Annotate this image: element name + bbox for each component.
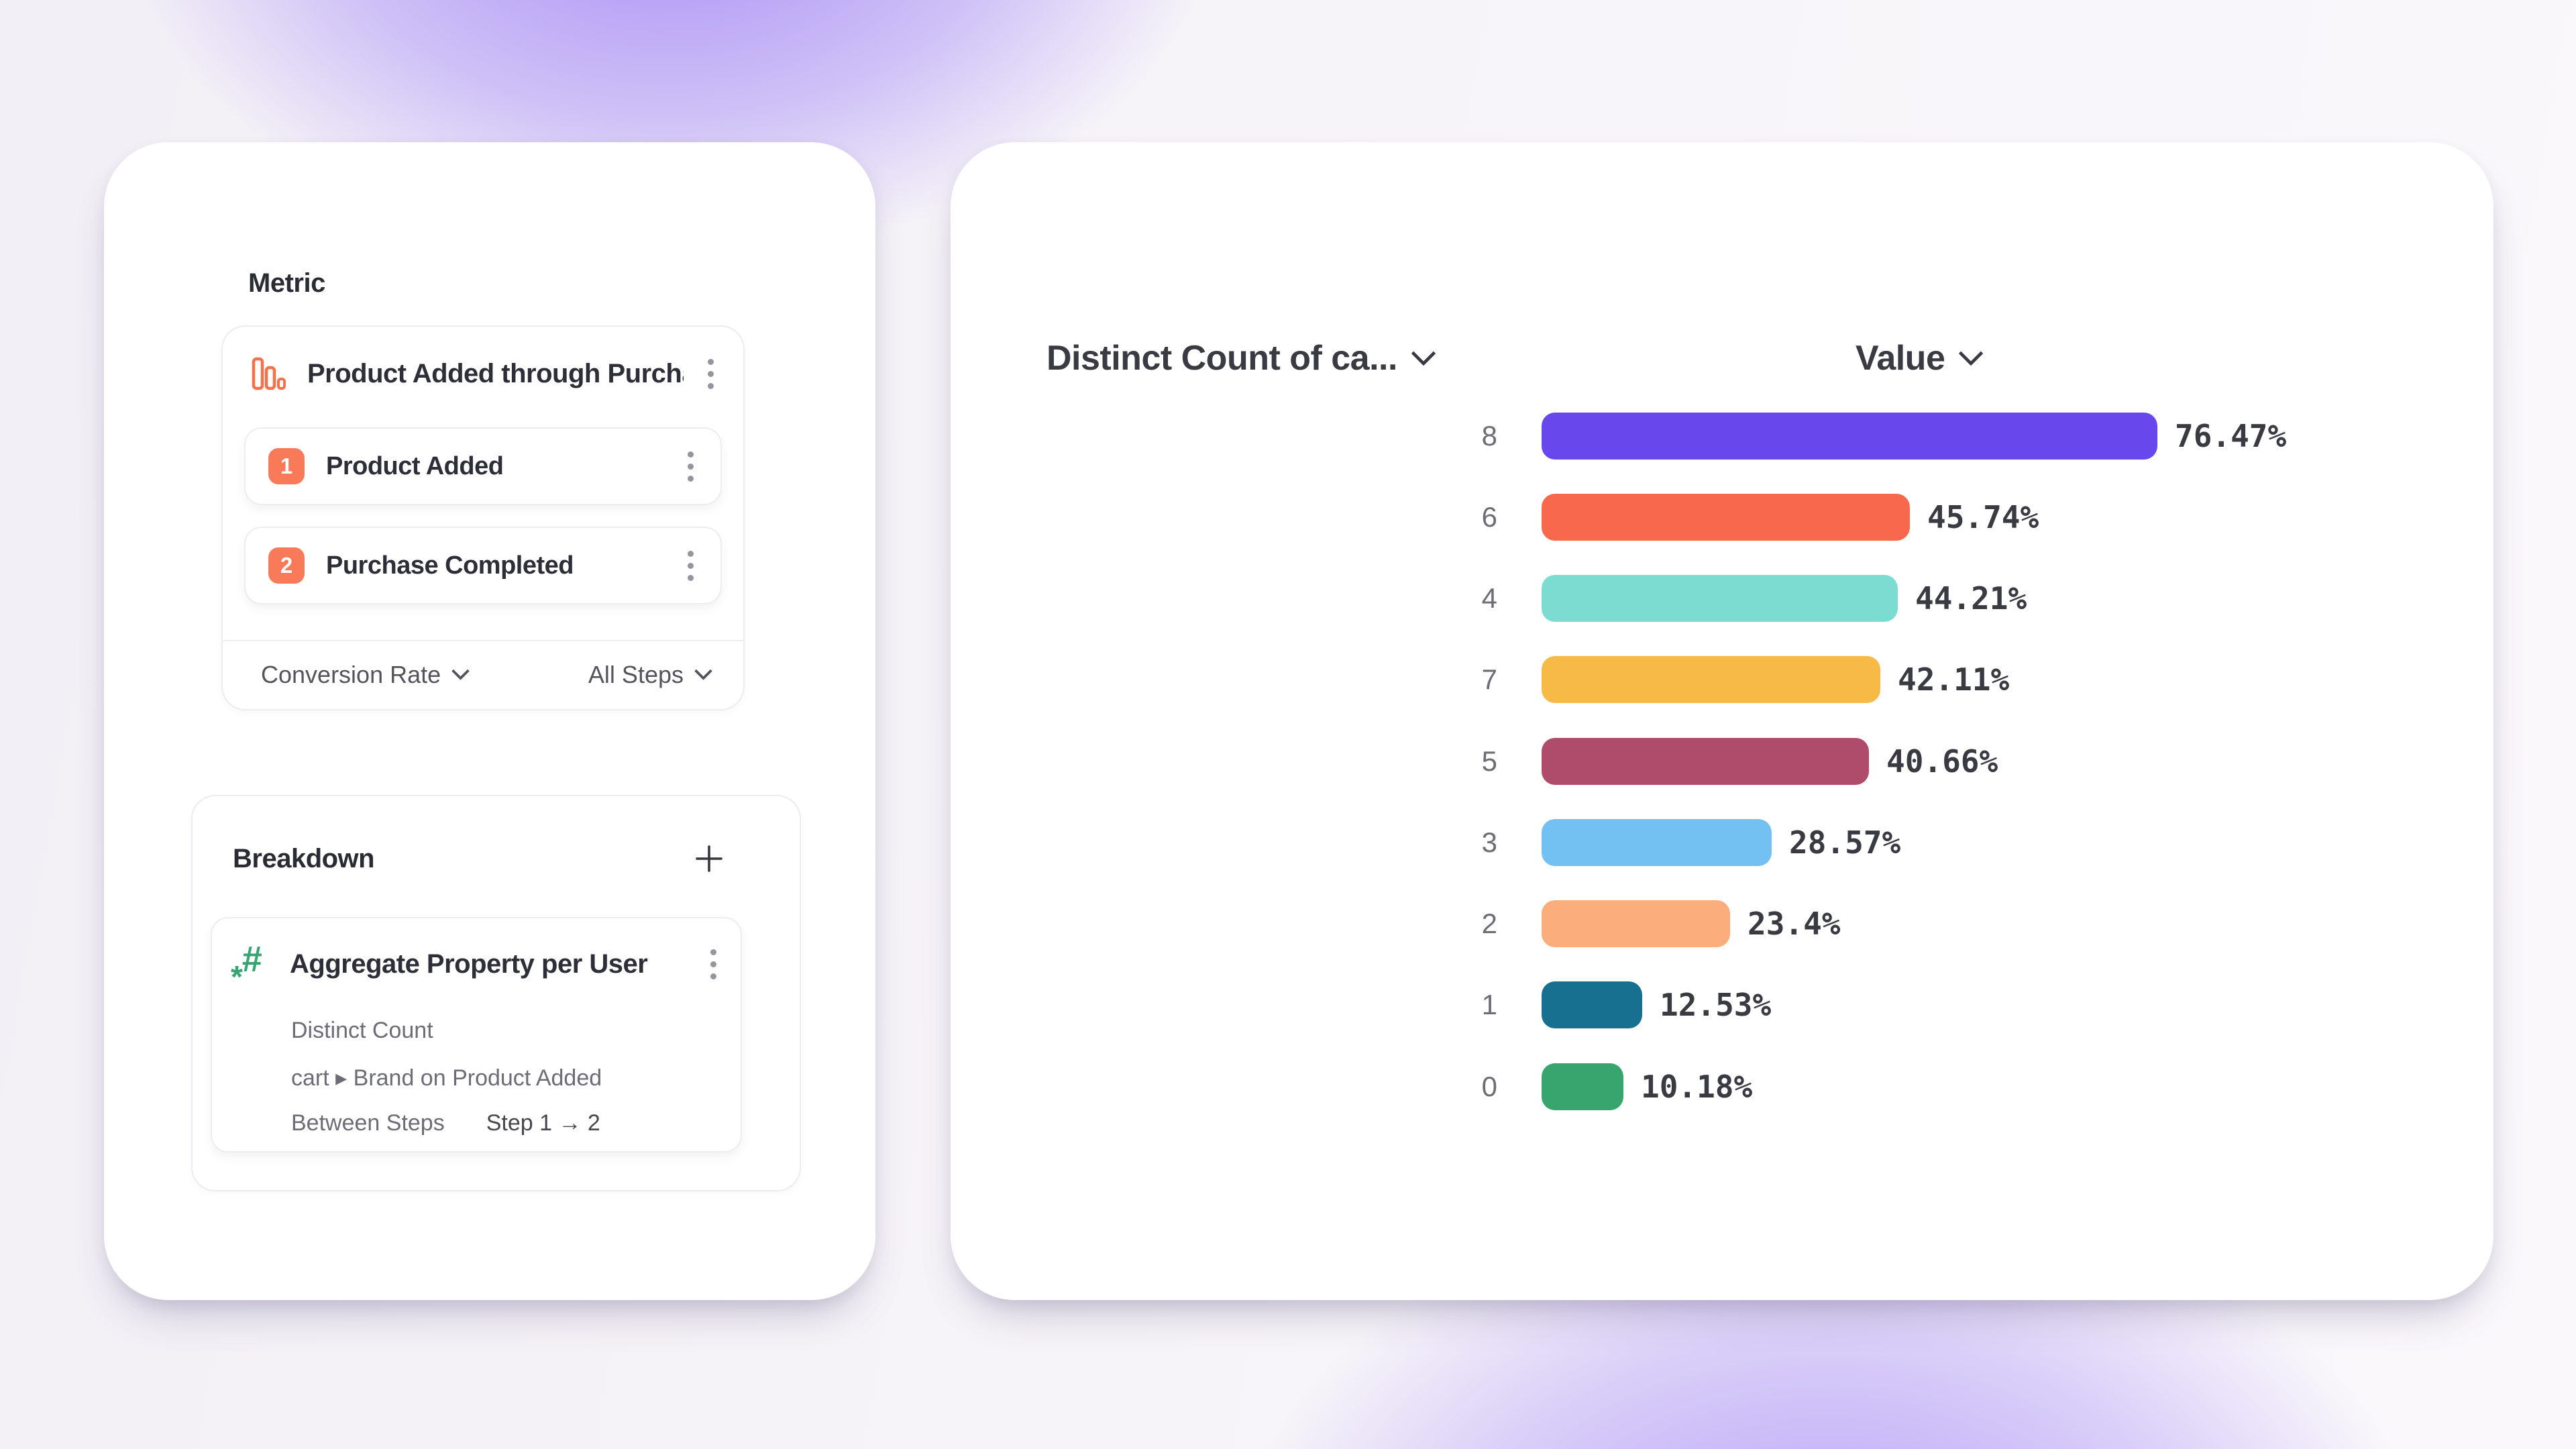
bar[interactable] — [1542, 900, 1730, 947]
metric-section-label: Metric — [248, 268, 325, 298]
breakdown-kebab-menu-icon[interactable] — [706, 945, 720, 983]
category-label: 3 — [1481, 826, 1497, 858]
funnel-step-row[interactable]: 2 Purchase Completed — [244, 527, 722, 604]
bar[interactable] — [1542, 656, 1880, 703]
step-number-badge: 2 — [268, 547, 305, 584]
funnel-bars-icon — [251, 356, 287, 392]
breakdown-header: Breakdown — [233, 843, 724, 874]
bar-value-label: 40.66% — [1886, 743, 1998, 780]
chart-row: 4 44.21% — [1420, 575, 2027, 622]
breakdown-item-title-row: # * Aggregate Property per User — [231, 938, 720, 994]
category-label: 8 — [1481, 420, 1497, 451]
bar[interactable] — [1542, 413, 2157, 460]
step-kebab-menu-icon[interactable] — [684, 447, 698, 486]
metric-footer: Conversion Rate All Steps — [261, 641, 712, 708]
number-property-hash-icon: # * — [231, 938, 262, 994]
step-label: Product Added — [326, 451, 504, 480]
between-steps-value: Step 1 → 2 — [486, 1110, 600, 1136]
metric-panel: Product Added through Purcha... 1 Produc… — [221, 325, 745, 710]
chart-row: 3 28.57% — [1420, 819, 1900, 866]
column-header-value-label: Value — [1856, 339, 1945, 378]
conversion-rate-dropdown[interactable]: Conversion Rate — [261, 660, 470, 689]
bar[interactable] — [1542, 575, 1898, 622]
bar-value-label: 12.53% — [1660, 987, 1772, 1023]
funnel-metric-row[interactable]: Product Added through Purcha... — [251, 340, 718, 407]
metric-footer-divider — [223, 640, 743, 641]
column-header-value[interactable]: Value — [1856, 338, 1984, 378]
bar-value-label: 28.57% — [1789, 824, 1901, 861]
chart-row: 2 23.4% — [1420, 900, 1840, 947]
between-steps-label: Between Steps — [291, 1110, 445, 1136]
conversion-rate-label: Conversion Rate — [261, 660, 441, 688]
category-label: 6 — [1481, 501, 1497, 533]
all-steps-dropdown[interactable]: All Steps — [588, 660, 712, 689]
bar-value-label: 42.11% — [1898, 661, 2010, 698]
chart-row: 7 42.11% — [1420, 656, 2009, 703]
bar-value-label: 76.47% — [2175, 418, 2287, 454]
step-number-badge: 1 — [268, 448, 305, 484]
funnel-metric-title: Product Added through Purcha... — [307, 358, 684, 388]
category-label: 2 — [1481, 908, 1497, 939]
bar-value-label: 45.74% — [1927, 499, 2039, 535]
chart-row: 1 12.53% — [1420, 981, 1771, 1028]
category-label: 1 — [1481, 989, 1497, 1020]
chevron-down-icon — [1958, 341, 1984, 366]
column-header-distinct-count-label: Distinct Count of ca... — [1046, 339, 1397, 378]
chevron-down-icon — [694, 662, 712, 680]
step-kebab-menu-icon[interactable] — [684, 547, 698, 585]
step-label: Purchase Completed — [326, 551, 574, 580]
category-label: 4 — [1481, 582, 1497, 614]
bar[interactable] — [1542, 1063, 1623, 1110]
bar[interactable] — [1542, 494, 1910, 541]
funnel-kebab-menu-icon[interactable] — [704, 355, 718, 393]
breakdown-item-card[interactable]: # * Aggregate Property per User Distinct … — [211, 917, 742, 1152]
breakdown-section-label: Breakdown — [233, 843, 375, 873]
add-breakdown-button[interactable] — [694, 843, 724, 874]
bar[interactable] — [1542, 819, 1772, 866]
chart-row: 8 76.47% — [1420, 413, 2286, 460]
column-header-distinct-count[interactable]: Distinct Count of ca... — [1046, 338, 1436, 378]
breakdown-metric-type: Distinct Count — [291, 1018, 433, 1043]
category-label: 0 — [1481, 1071, 1497, 1102]
chart-card: Distinct Count of ca... Value 8 76.47% 6… — [951, 142, 2493, 1300]
all-steps-label: All Steps — [588, 660, 684, 688]
bar-value-label: 44.21% — [1915, 580, 2027, 616]
category-label: 7 — [1481, 663, 1497, 695]
bar-value-label: 10.18% — [1641, 1069, 1753, 1105]
funnel-step-row[interactable]: 1 Product Added — [244, 427, 722, 505]
chart-row: 0 10.18% — [1420, 1063, 1752, 1110]
breakdown-property: cart ▸ Brand on Product Added — [291, 1065, 602, 1091]
breakdown-panel: Breakdown # * Aggregate Property per User… — [191, 795, 801, 1191]
chart-row: 6 45.74% — [1420, 494, 2039, 541]
bar[interactable] — [1542, 738, 1869, 785]
chevron-down-icon — [1411, 341, 1436, 366]
breakdown-between-steps-row: Between Steps Step 1 → 2 — [291, 1110, 600, 1136]
chevron-down-icon — [451, 662, 470, 680]
chart-row: 5 40.66% — [1420, 738, 1998, 785]
bar-value-label: 23.4% — [1748, 906, 1841, 942]
query-config-card: Metric Product Added through Purcha... 1… — [104, 142, 875, 1300]
category-label: 5 — [1481, 745, 1497, 777]
bar[interactable] — [1542, 981, 1642, 1028]
breakdown-item-title: Aggregate Property per User — [290, 949, 648, 979]
